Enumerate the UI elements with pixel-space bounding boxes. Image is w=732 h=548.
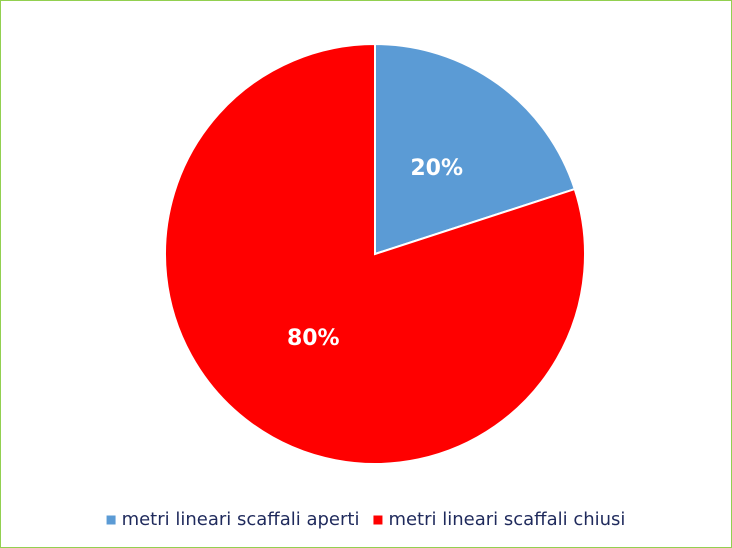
pie-slice	[374, 42, 576, 256]
legend-label: metri lineari scaffali chiusi	[388, 509, 625, 530]
pie-slice	[164, 42, 586, 465]
legend-label: metri lineari scaffali aperti	[122, 509, 360, 530]
value-label: 80%	[287, 326, 340, 351]
value-label: 20%	[410, 156, 463, 181]
legend-marker	[106, 515, 116, 525]
legend-marker	[373, 515, 383, 525]
